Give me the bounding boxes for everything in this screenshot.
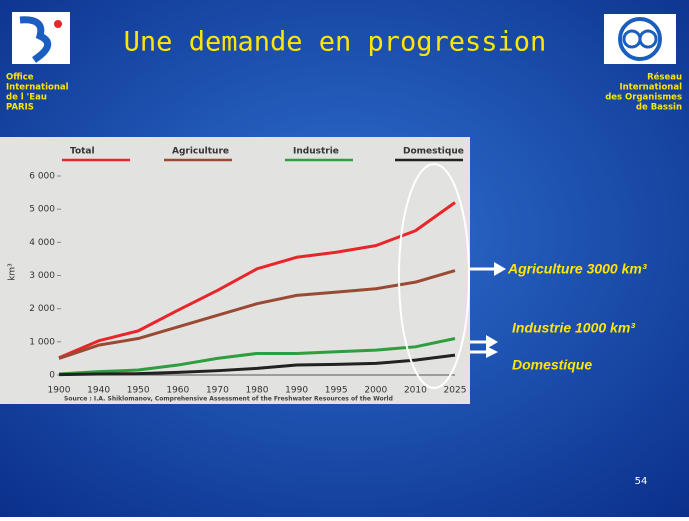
x-tick-label: 1940 [87, 386, 110, 396]
annotation: Domestique [512, 357, 592, 373]
series-line [58, 337, 456, 376]
x-tick-label: 1995 [325, 386, 348, 396]
x-tick-label: 1900 [48, 386, 71, 396]
y-tick-label: 3 000 [29, 271, 55, 281]
x-tick-label: 1970 [206, 386, 229, 396]
highlight-oval [398, 163, 470, 389]
org-text: de l 'Eau [6, 93, 47, 103]
left-logo [12, 12, 70, 64]
y-tick-label: 1 000 [29, 337, 55, 347]
org-text: International [619, 83, 682, 93]
annotation: Industrie 1000 km³ [512, 320, 635, 336]
page-number: 54 [635, 476, 648, 487]
legend-label: Agriculture [172, 147, 229, 157]
x-tick-label: 1950 [127, 386, 150, 396]
y-tick-label: 0 [49, 371, 55, 381]
x-tick-label: 2010 [404, 386, 427, 396]
arrows [470, 262, 506, 358]
org-text: de Bassin [636, 103, 682, 113]
x-tick-label: 2025 [444, 386, 467, 396]
annotation: Agriculture 3000 km³ [507, 261, 647, 277]
x-tick-label: 1960 [166, 386, 189, 396]
x-tick-label: 1990 [285, 386, 308, 396]
slide-title: Une demande en progression [124, 27, 547, 58]
y-axis-label: km³ [8, 263, 18, 281]
y-tick-label: 2 000 [29, 304, 55, 314]
x-tick-label: 1980 [246, 386, 269, 396]
org-text: Office [6, 73, 34, 83]
org-text: Réseau [647, 72, 682, 83]
org-text: International [6, 83, 69, 93]
legend-label: Domestique [403, 147, 464, 157]
legend-label: Total [70, 147, 95, 157]
series-line [58, 353, 456, 377]
y-tick-label: 4 000 [29, 238, 55, 248]
org-text: PARIS [6, 103, 34, 113]
org-text: des Organismes [605, 93, 682, 103]
series-line [58, 269, 456, 360]
x-tick-label: 2000 [364, 386, 387, 396]
chart: 0 1 000 2 000 3 000 4 000 5 000 6 000 1900 1940 1… [29, 147, 466, 396]
series-line [58, 201, 456, 360]
chart-panel [0, 137, 470, 404]
y-tick-label: 6 000 [29, 172, 55, 182]
legend-label: Industrie [293, 147, 339, 157]
right-logo [604, 14, 676, 64]
y-tick-label: 5 000 [29, 205, 55, 215]
source: Source : I.A. Shiklomanov, Comprehensive… [64, 396, 393, 403]
